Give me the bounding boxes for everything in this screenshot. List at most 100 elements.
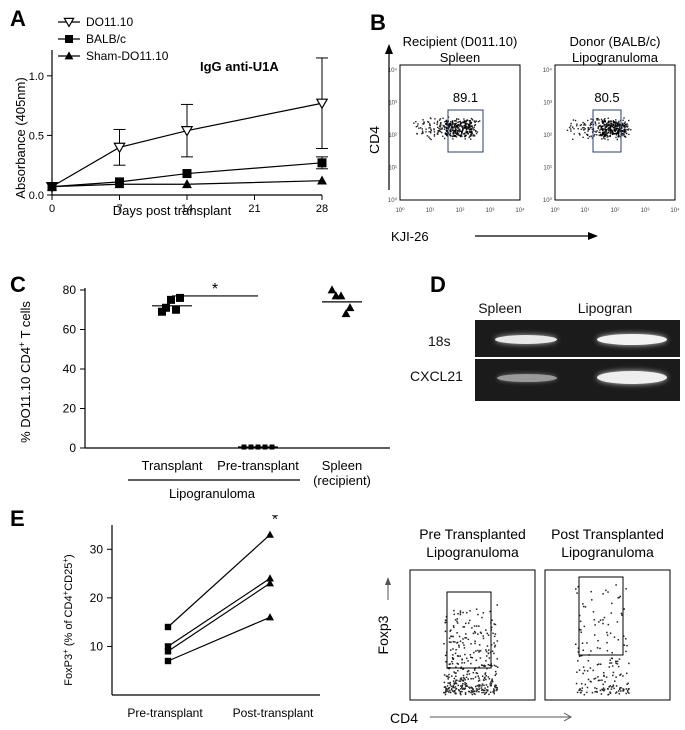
flow-dot: [578, 614, 581, 617]
flow-dot: [568, 126, 571, 129]
data-point: [176, 293, 184, 302]
flow-dot-dense: [614, 121, 617, 124]
flow-dot: [490, 643, 493, 646]
flow-dot: [475, 608, 478, 610]
flow-dot-dense: [454, 123, 457, 125]
flow-dot: [433, 135, 436, 137]
flow-dot: [590, 135, 593, 137]
flow-dot: [593, 678, 595, 680]
flow-dot: [615, 136, 617, 139]
flow-dot: [623, 125, 625, 128]
flow-dot: [467, 660, 469, 662]
flow-dot: [463, 647, 466, 649]
flow-dot: [456, 642, 458, 644]
flow-dot: [489, 610, 491, 613]
flow-dot: [593, 634, 596, 636]
flow-dot: [606, 634, 609, 636]
flow-dot: [445, 661, 447, 663]
flow-dot-dense: [607, 128, 610, 130]
flow-dot: [450, 629, 452, 631]
flow-dot: [496, 666, 499, 668]
flow-dot: [495, 673, 497, 675]
flow-dot: [439, 122, 442, 125]
flow-dot: [490, 626, 493, 629]
flow-dot: [603, 674, 605, 677]
flow-dot: [458, 121, 460, 123]
flow-dot: [623, 133, 625, 136]
flow-dot: [588, 135, 591, 138]
panel-label-a: A: [10, 6, 26, 31]
flow-dot: [422, 119, 424, 121]
flow-dot: [481, 688, 484, 691]
flow-dot: [587, 137, 589, 139]
flow-dot-dense: [621, 130, 624, 132]
flow-dot: [480, 687, 483, 689]
flow-dot: [463, 644, 465, 646]
flow-dot: [587, 127, 589, 129]
flow-dot: [602, 137, 605, 139]
flow-dot: [604, 681, 606, 683]
flow-dot-dense: [455, 124, 458, 127]
flow-dot: [461, 684, 464, 687]
flow-dot: [418, 127, 420, 129]
flow-dot-dense: [457, 124, 460, 127]
flow-dot: [482, 637, 485, 640]
flow-dot: [488, 664, 491, 667]
flow-dot: [447, 690, 449, 692]
category-sublabel: (recipient): [313, 473, 371, 488]
flow-dot: [489, 691, 492, 693]
flow-dot: [620, 687, 622, 689]
flow-dot: [624, 121, 626, 123]
flow-dot: [494, 644, 497, 647]
flow-dot: [429, 131, 432, 133]
flow-dot: [619, 595, 622, 598]
flow-dot: [487, 676, 490, 678]
flow-dot: [476, 684, 479, 687]
flow-dot-dense: [617, 132, 620, 135]
flow-dot: [443, 691, 445, 694]
flow-dot-dense: [614, 125, 617, 127]
flow-dot-dense: [462, 121, 464, 124]
flow-dot-dense: [446, 134, 449, 136]
flow-dot: [604, 138, 606, 140]
flow-dot: [450, 641, 452, 644]
flow-dot: [586, 686, 589, 689]
flow-dot-dense: [615, 128, 617, 130]
flow-dot: [438, 130, 440, 133]
flow-dot: [478, 120, 481, 122]
flow-dot: [457, 127, 460, 129]
flow-dot: [605, 130, 607, 133]
flow-dot: [478, 644, 481, 646]
flow-dot: [460, 134, 462, 136]
flow-dot: [582, 136, 584, 139]
flow-dot: [484, 676, 486, 679]
flow-dot: [596, 647, 599, 649]
flow-dot: [626, 683, 628, 686]
flow-plot-frame: [399, 64, 521, 201]
flow-dot: [605, 133, 607, 135]
flow-dot: [628, 133, 630, 136]
flow-dot: [459, 691, 462, 693]
flow-dot: [439, 124, 441, 126]
flow-dot: [484, 673, 486, 675]
flow-dot: [601, 134, 603, 137]
flow-dot: [576, 125, 578, 127]
flow-dot: [436, 123, 438, 126]
flow-dot: [449, 691, 452, 694]
flow-dot: [630, 129, 632, 131]
flow-dot: [570, 122, 572, 125]
series-line-1: [51, 162, 323, 188]
flow-dot: [477, 649, 479, 652]
flow-dot: [449, 684, 452, 686]
data-point: [114, 179, 125, 189]
flow-dot-dense: [445, 133, 447, 135]
flow-dot-dense: [467, 124, 470, 127]
flow-dot: [609, 691, 611, 693]
flow-dot: [488, 693, 490, 696]
flow-dot: [455, 679, 457, 681]
flow-dot: [617, 639, 620, 641]
flow-dot: [571, 138, 574, 141]
category-label: Pre-transplant: [217, 458, 299, 473]
flow-dot: [606, 649, 609, 652]
flow-dot: [586, 642, 588, 644]
